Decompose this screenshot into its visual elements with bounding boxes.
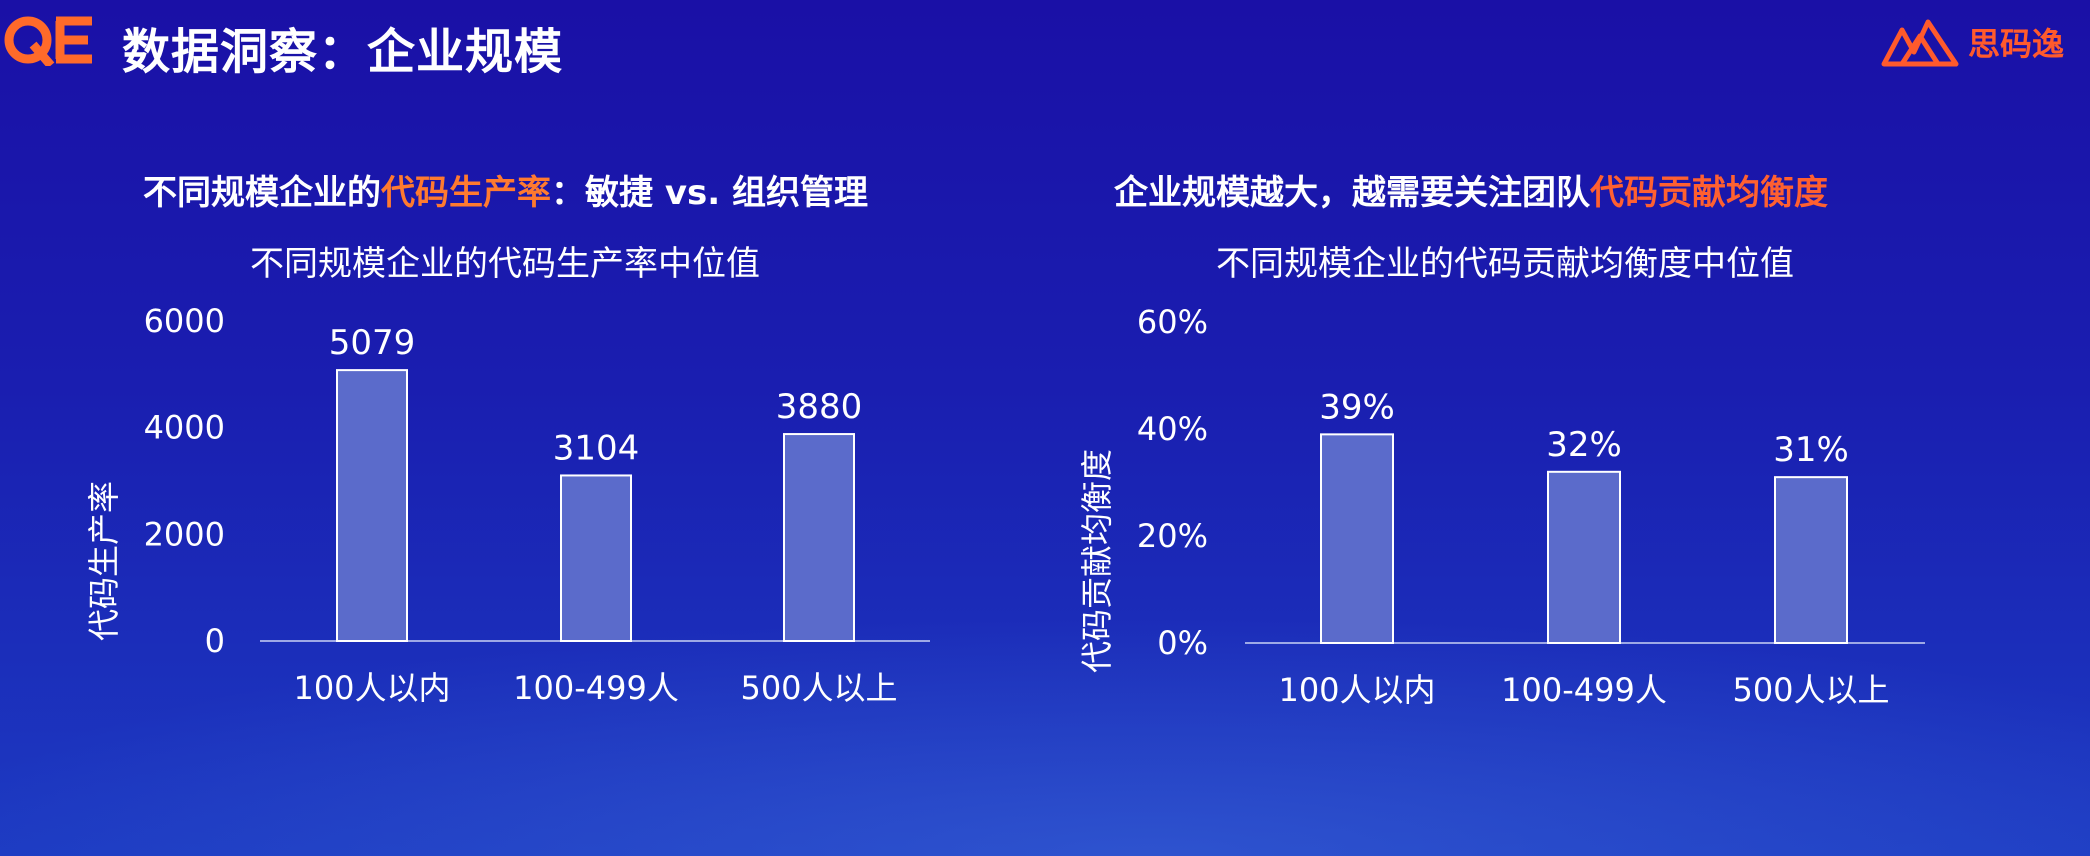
left-panel-heading: 不同规模企业的代码生产率：敏捷 vs. 组织管理 (143, 165, 868, 214)
bar-2 (1547, 470, 1621, 644)
data-label: 3104 (553, 428, 640, 468)
y-tick-label: 2000 (144, 515, 225, 553)
bar-3 (783, 433, 855, 642)
data-label: 39% (1319, 387, 1395, 427)
brand: 思码逸 (1880, 14, 2064, 70)
top-bar: 数据洞察：企业规模 思码逸 (0, 0, 2090, 90)
y-tick-label: 20% (1137, 517, 1208, 555)
chart-title: 不同规模企业的代码贡献均衡度中位值 (1216, 244, 1794, 284)
x-tick-label: 100-499人 (513, 669, 679, 707)
page-title: 数据洞察：企业规模 (122, 24, 564, 80)
right-heading-highlight: 代码贡献均衡度 (1590, 173, 1828, 213)
x-tick-label: 500人以上 (1732, 671, 1889, 709)
left-heading-post: ：敏捷 vs. 组织管理 (551, 173, 868, 213)
y-tick-label: 0% (1157, 624, 1208, 662)
y-axis-label: 代码贡献均衡度 (1078, 449, 1116, 673)
y-tick-label: 0 (205, 622, 225, 660)
y-tick-label: 40% (1137, 410, 1208, 448)
bar-1 (1320, 433, 1394, 644)
right-heading-pre: 企业规模越大，越需要关注团队 (1114, 173, 1590, 213)
y-tick-label: 60% (1137, 303, 1208, 341)
y-tick-label: 6000 (144, 302, 225, 340)
data-label: 3880 (776, 387, 863, 427)
x-tick-label: 100人以内 (293, 669, 450, 707)
y-axis-label: 代码生产率 (85, 481, 123, 641)
bar-3 (1774, 476, 1848, 644)
data-label: 32% (1546, 425, 1622, 465)
bar-2 (560, 474, 632, 642)
qe-logo (4, 16, 92, 66)
brand-mountain-icon (1881, 19, 1959, 67)
x-tick-label: 100-499人 (1501, 671, 1667, 709)
y-tick-label: 4000 (144, 409, 225, 447)
brand-name: 思码逸 (1967, 25, 2064, 63)
chart-title: 不同规模企业的代码生产率中位值 (250, 244, 760, 284)
left-heading-highlight: 代码生产率 (381, 173, 551, 213)
x-tick-label: 100人以内 (1278, 671, 1435, 709)
right-panel-heading: 企业规模越大，越需要关注团队代码贡献均衡度 (1114, 165, 1828, 214)
data-label: 5079 (329, 323, 416, 363)
data-label: 31% (1773, 430, 1849, 470)
bar-1 (336, 369, 408, 642)
x-tick-label: 500人以上 (740, 669, 897, 707)
left-heading-pre: 不同规模企业的 (143, 173, 381, 213)
